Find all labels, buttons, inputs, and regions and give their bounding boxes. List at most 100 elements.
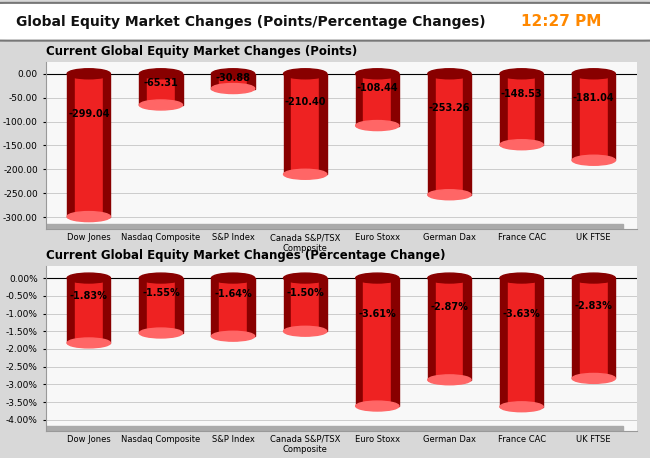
Bar [147, 74, 175, 105]
Text: Global Equity Market Changes (Points/Percentage Changes): Global Equity Market Changes (Points/Per… [16, 15, 486, 29]
Bar [139, 74, 147, 105]
Text: -1.83%: -1.83% [70, 291, 108, 301]
Ellipse shape [211, 69, 255, 79]
Bar [319, 278, 327, 331]
Text: -3.61%: -3.61% [358, 309, 396, 319]
Text: -253.26: -253.26 [429, 103, 470, 113]
Ellipse shape [67, 212, 111, 222]
Bar [175, 278, 183, 333]
Ellipse shape [283, 69, 327, 79]
FancyBboxPatch shape [0, 3, 650, 41]
Bar [363, 278, 391, 406]
Ellipse shape [572, 273, 616, 283]
Bar [500, 74, 508, 145]
Text: -2.87%: -2.87% [430, 301, 469, 311]
Bar [572, 278, 580, 378]
Bar [319, 74, 327, 174]
Bar [283, 278, 291, 331]
Ellipse shape [283, 326, 327, 336]
Text: -3.63%: -3.63% [502, 309, 540, 319]
Bar [536, 278, 543, 407]
Bar [139, 278, 147, 333]
Bar [508, 278, 536, 407]
Bar [572, 74, 580, 160]
Bar [67, 74, 75, 217]
Bar [580, 278, 608, 378]
Ellipse shape [139, 328, 183, 338]
Bar [500, 278, 508, 407]
Ellipse shape [500, 140, 543, 150]
Bar [219, 278, 247, 336]
Bar [46, 224, 623, 229]
Ellipse shape [67, 69, 111, 79]
Bar [508, 74, 536, 145]
Bar [211, 74, 219, 88]
Bar [291, 278, 319, 331]
Bar [580, 74, 608, 160]
Bar [75, 74, 103, 217]
Bar [608, 74, 616, 160]
Text: -1.55%: -1.55% [142, 289, 180, 299]
Ellipse shape [500, 69, 543, 79]
Bar [363, 74, 391, 125]
Bar [283, 74, 291, 174]
Ellipse shape [283, 273, 327, 283]
Ellipse shape [428, 69, 471, 79]
Bar [608, 278, 616, 378]
Ellipse shape [356, 273, 399, 283]
Bar [436, 74, 463, 195]
Text: -65.31: -65.31 [144, 77, 178, 87]
Bar [463, 278, 471, 380]
Bar [103, 74, 111, 217]
Ellipse shape [500, 273, 543, 283]
Ellipse shape [67, 273, 111, 283]
Bar [536, 74, 543, 145]
Bar [428, 74, 436, 195]
Ellipse shape [572, 69, 616, 79]
Ellipse shape [428, 273, 471, 283]
Ellipse shape [572, 373, 616, 383]
Ellipse shape [356, 120, 399, 131]
Text: Current Global Equity Market Changes (Percentage Change): Current Global Equity Market Changes (Pe… [46, 249, 445, 262]
Ellipse shape [211, 331, 255, 341]
Ellipse shape [428, 375, 471, 385]
Bar [103, 278, 111, 343]
Bar [463, 74, 471, 195]
Bar [67, 278, 75, 343]
Text: -299.04: -299.04 [68, 109, 110, 119]
Text: -1.50%: -1.50% [286, 288, 324, 298]
Text: -148.53: -148.53 [500, 89, 542, 98]
Text: -108.44: -108.44 [356, 83, 398, 93]
Ellipse shape [139, 100, 183, 110]
Bar [428, 278, 436, 380]
Ellipse shape [356, 69, 399, 79]
Ellipse shape [356, 401, 399, 411]
Text: Current Global Equity Market Changes (Points): Current Global Equity Market Changes (Po… [46, 45, 357, 58]
Ellipse shape [139, 69, 183, 79]
Bar [247, 74, 255, 88]
Text: -1.64%: -1.64% [214, 289, 252, 300]
Text: -210.40: -210.40 [285, 97, 326, 107]
Bar [147, 278, 175, 333]
Ellipse shape [500, 402, 543, 412]
Text: 12:27 PM: 12:27 PM [521, 14, 601, 29]
Text: -30.88: -30.88 [216, 73, 250, 83]
Bar [291, 74, 319, 174]
Ellipse shape [428, 190, 471, 200]
Bar [356, 74, 363, 125]
Ellipse shape [67, 338, 111, 348]
Ellipse shape [211, 273, 255, 283]
Ellipse shape [139, 273, 183, 283]
Text: -2.83%: -2.83% [575, 301, 613, 311]
Text: -181.04: -181.04 [573, 93, 614, 103]
Bar [219, 74, 247, 88]
Bar [391, 74, 399, 125]
Bar [211, 278, 219, 336]
Bar [436, 278, 463, 380]
Bar [46, 425, 623, 431]
Ellipse shape [211, 83, 255, 93]
Ellipse shape [572, 155, 616, 165]
Bar [356, 278, 363, 406]
Ellipse shape [283, 169, 327, 179]
Bar [391, 278, 399, 406]
